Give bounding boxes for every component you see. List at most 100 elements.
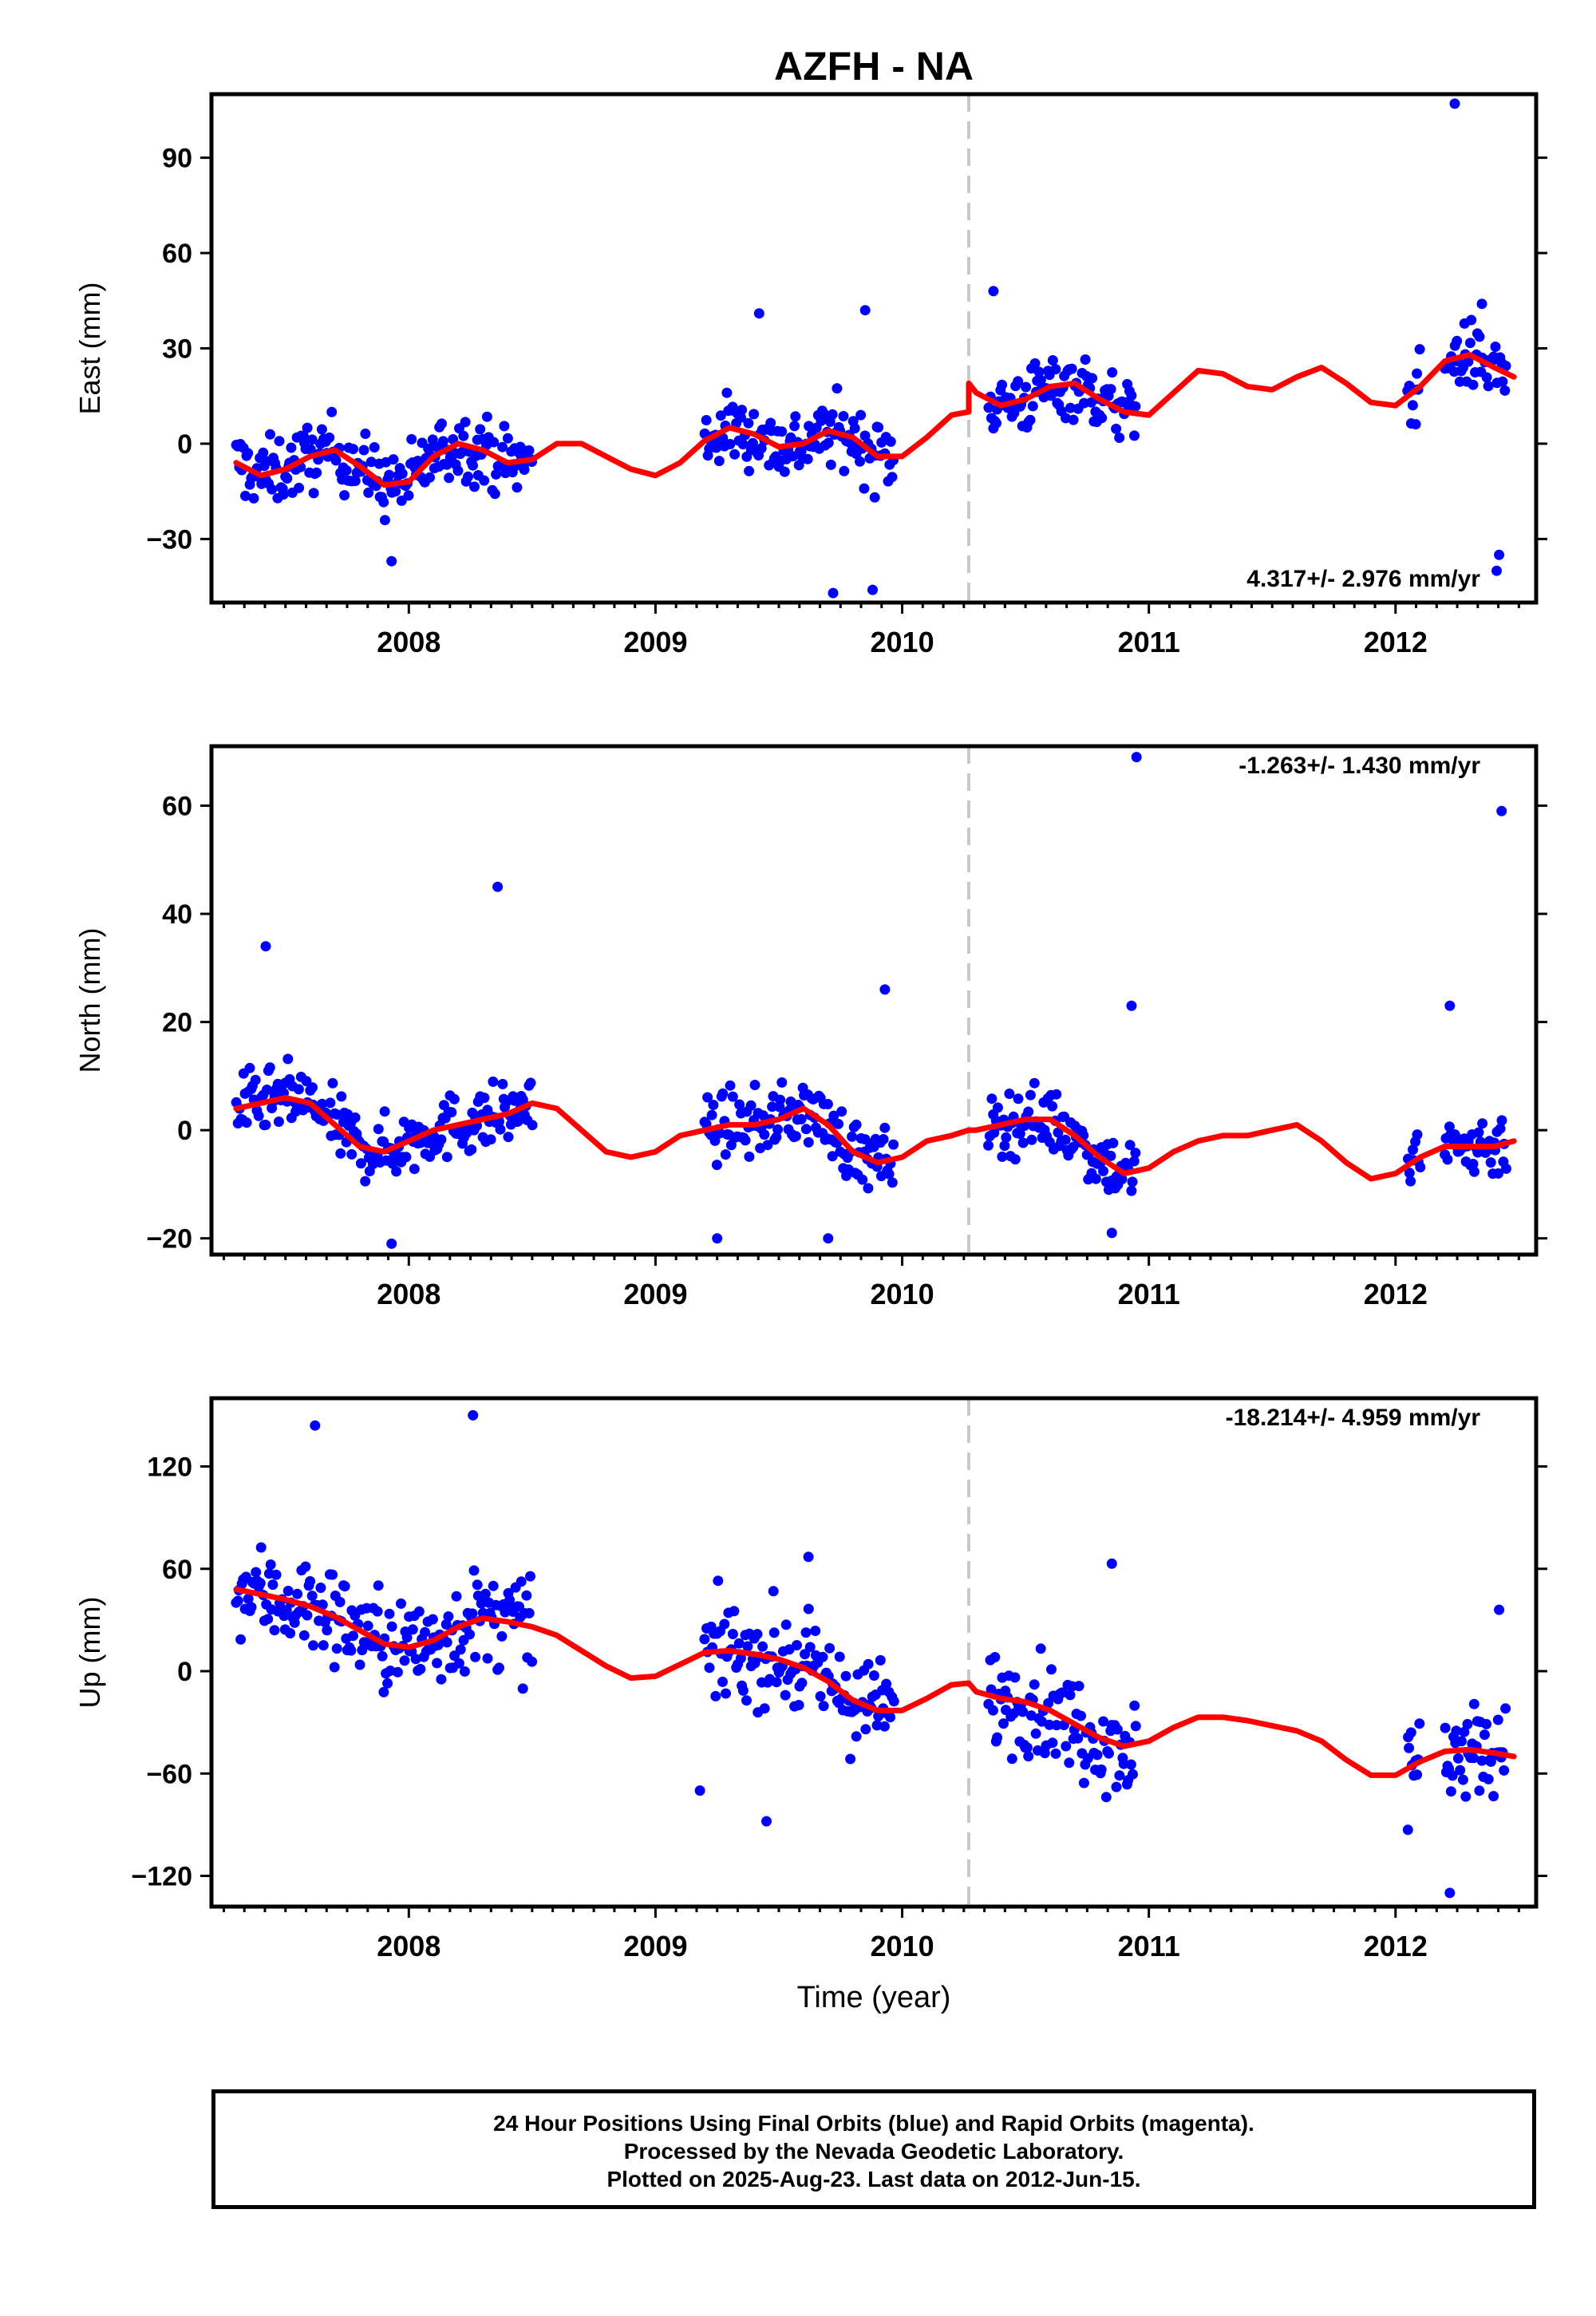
data-point xyxy=(1105,384,1116,395)
data-point xyxy=(744,465,755,476)
data-point xyxy=(273,1117,284,1127)
data-point xyxy=(759,1703,770,1714)
data-point xyxy=(436,1674,447,1685)
plot-area-up xyxy=(231,1398,1517,1907)
outlier-point xyxy=(1444,1000,1456,1011)
data-point xyxy=(863,1658,874,1670)
data-point xyxy=(1025,1089,1036,1101)
data-point xyxy=(851,1731,862,1742)
data-point xyxy=(1407,400,1418,411)
data-point xyxy=(752,1629,763,1640)
data-point xyxy=(488,1076,499,1087)
data-point xyxy=(267,1579,279,1591)
data-point xyxy=(719,1618,730,1630)
data-point xyxy=(497,441,508,453)
outlier-point xyxy=(1449,98,1460,109)
outlier-point xyxy=(694,1785,705,1796)
data-point xyxy=(992,1102,1003,1113)
y-tick-label: 90 xyxy=(162,144,192,174)
data-point xyxy=(384,1608,395,1619)
data-point xyxy=(1029,1077,1040,1089)
outlier-point xyxy=(753,308,764,319)
data-point xyxy=(377,1650,388,1662)
data-point xyxy=(1100,1792,1112,1803)
data-point xyxy=(1098,1716,1109,1727)
data-point xyxy=(849,423,860,434)
data-point xyxy=(282,473,293,484)
outlier-point xyxy=(468,1409,479,1421)
data-point xyxy=(468,1565,480,1576)
data-point xyxy=(1130,1148,1141,1159)
data-point xyxy=(241,1117,252,1128)
data-point xyxy=(1006,1753,1017,1765)
data-point xyxy=(709,1135,721,1146)
data-point xyxy=(436,1134,447,1145)
data-point xyxy=(525,1077,536,1089)
data-point xyxy=(873,1711,884,1721)
model-curve-up xyxy=(233,1586,1517,1778)
data-point xyxy=(792,1640,802,1650)
data-point xyxy=(335,1148,346,1159)
data-point xyxy=(472,1579,483,1591)
data-point xyxy=(425,472,435,483)
data-point xyxy=(305,444,316,455)
data-point xyxy=(1130,401,1141,412)
plot-frame-east xyxy=(209,92,1539,605)
outlier-point xyxy=(828,587,839,599)
data-point xyxy=(302,1610,313,1621)
data-point xyxy=(873,422,884,433)
footer-line-processed: Processed by the Nevada Geodetic Laborat… xyxy=(623,2139,1124,2164)
data-point xyxy=(1066,363,1077,374)
data-point xyxy=(737,1685,749,1696)
data-point xyxy=(444,472,455,484)
data-points-up xyxy=(231,1409,1511,1899)
data-point xyxy=(883,1168,895,1180)
data-point xyxy=(410,1654,421,1665)
footer-line-orbits: 24 Hour Positions Using Final Orbits (bl… xyxy=(493,2111,1254,2136)
data-point xyxy=(767,1101,778,1113)
data-point xyxy=(401,1152,412,1163)
data-point xyxy=(720,1149,731,1160)
data-point xyxy=(1499,1765,1510,1776)
data-point xyxy=(1464,338,1476,349)
data-point xyxy=(1051,1089,1062,1100)
data-point xyxy=(1078,1777,1089,1788)
data-point xyxy=(1030,1728,1041,1739)
data-point xyxy=(699,1634,710,1645)
data-point xyxy=(1033,366,1045,377)
y-axis-label: North (mm) xyxy=(73,928,106,1073)
data-point xyxy=(1483,1773,1494,1784)
data-point xyxy=(285,1628,296,1638)
data-point xyxy=(713,456,725,467)
data-point xyxy=(1455,1765,1466,1776)
data-point xyxy=(325,1097,336,1109)
data-point xyxy=(1021,1742,1033,1753)
outlier-point xyxy=(492,881,504,892)
data-point xyxy=(800,1124,812,1135)
rate-label: 4.317+/- 2.976 mm/yr xyxy=(1246,566,1480,592)
data-point xyxy=(317,1098,328,1109)
data-point xyxy=(391,1166,402,1177)
data-point xyxy=(1493,1168,1503,1179)
data-point xyxy=(1414,344,1425,355)
data-point xyxy=(406,433,417,445)
data-point xyxy=(1090,1173,1101,1184)
outlier-point xyxy=(1444,1887,1456,1899)
data-point xyxy=(885,1712,896,1723)
data-point xyxy=(1481,372,1492,383)
data-point xyxy=(514,1601,524,1612)
y-tick-label: 60 xyxy=(162,1555,192,1585)
data-point xyxy=(365,456,377,468)
data-point xyxy=(327,1569,338,1580)
data-point xyxy=(1466,314,1477,326)
data-point xyxy=(329,1662,340,1673)
y-tick-label: 60 xyxy=(162,239,192,269)
data-point xyxy=(453,1658,464,1669)
data-point xyxy=(292,1588,303,1599)
data-point xyxy=(859,1134,871,1145)
data-point xyxy=(479,1093,490,1104)
data-point xyxy=(443,1611,454,1622)
data-point xyxy=(1496,1115,1507,1126)
data-point xyxy=(409,1164,420,1175)
x-tick-label: 2011 xyxy=(1118,626,1180,658)
